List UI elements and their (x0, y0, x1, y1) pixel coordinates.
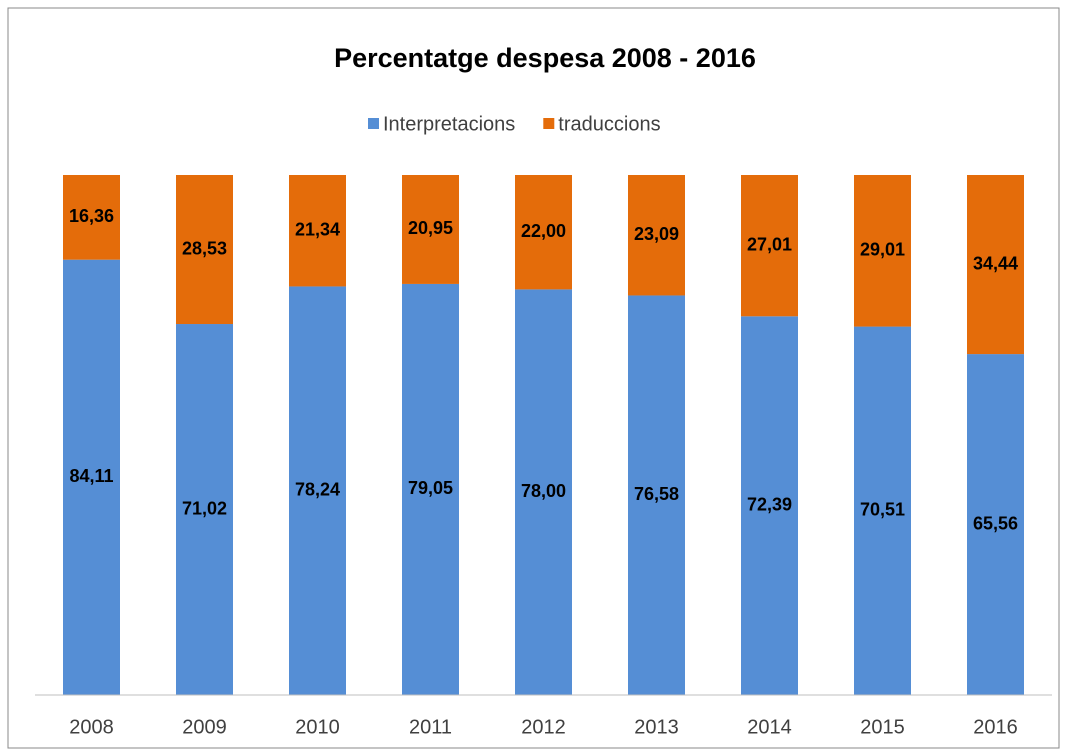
data-label: 70,51 (860, 500, 905, 520)
x-tick-label: 2010 (295, 716, 340, 738)
data-label: 78,24 (295, 479, 340, 499)
data-label: 20,95 (408, 218, 453, 238)
legend-swatch (368, 118, 379, 129)
bar-segment (628, 295, 685, 695)
bar-segment (967, 175, 1024, 355)
bar-segment (628, 175, 685, 296)
bar-segment (741, 316, 798, 695)
bar-segment (967, 354, 1024, 695)
bar-segment (289, 175, 346, 287)
x-tick-label: 2015 (860, 716, 905, 738)
bar-segment (63, 259, 120, 695)
data-label: 71,02 (182, 498, 227, 518)
bar-segment (63, 175, 120, 260)
bar-segment (515, 175, 572, 290)
bar-segment (402, 175, 459, 284)
x-tick-label: 2014 (747, 716, 792, 738)
data-label: 29,01 (860, 240, 905, 260)
x-tick-label: 2009 (182, 716, 227, 738)
x-tick-label: 2008 (69, 716, 114, 738)
chart-title: Percentatge despesa 2008 - 2016 (334, 43, 756, 73)
bar-segment (854, 326, 911, 695)
x-tick-label: 2013 (634, 716, 679, 738)
bar-segment (402, 283, 459, 695)
data-label: 27,01 (747, 234, 792, 254)
x-tick-label: 2012 (521, 716, 566, 738)
legend-swatch (543, 118, 555, 129)
data-label: 22,00 (521, 221, 566, 241)
data-label: 84,11 (69, 466, 113, 486)
data-label: 28,53 (182, 238, 227, 258)
data-label: 16,36 (69, 206, 114, 226)
legend-label: traduccions (558, 113, 660, 135)
bar-segment (854, 175, 911, 327)
data-label: 78,00 (521, 481, 566, 501)
data-label: 23,09 (634, 224, 679, 244)
data-label: 34,44 (973, 253, 1018, 273)
data-label: 65,56 (973, 513, 1018, 533)
bar-segment (176, 175, 233, 325)
data-label: 79,05 (408, 478, 453, 498)
bar-segment (741, 175, 798, 317)
bar-segment (515, 289, 572, 695)
x-tick-label: 2016 (973, 716, 1018, 738)
bar-segment (289, 286, 346, 695)
bar-segment (176, 324, 233, 695)
data-label: 21,34 (295, 219, 340, 239)
data-label: 72,39 (747, 494, 792, 514)
x-tick-label: 2011 (409, 716, 452, 738)
data-label: 76,58 (634, 484, 679, 504)
legend-label: Interpretacions (383, 113, 515, 135)
